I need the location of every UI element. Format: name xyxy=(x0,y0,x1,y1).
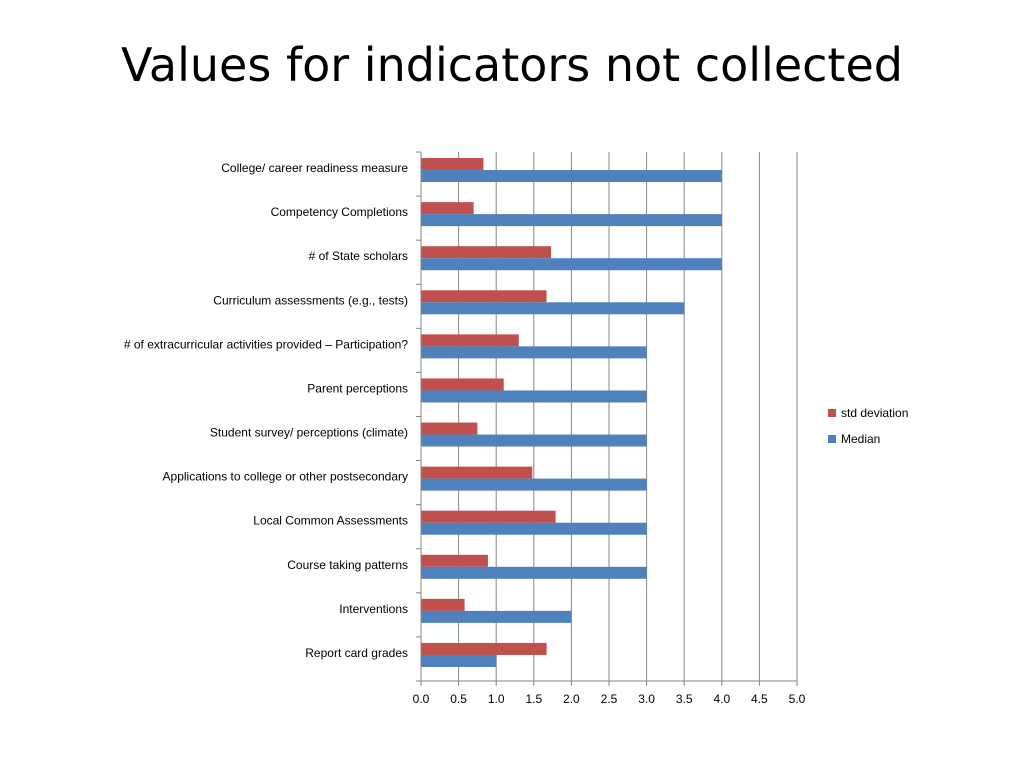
category-label: # of extracurricular activities provided… xyxy=(124,337,408,351)
x-tick-label: 1.5 xyxy=(525,692,542,706)
std-deviation-bar xyxy=(421,422,478,435)
std-deviation-bar xyxy=(421,158,484,171)
std-deviation-bar xyxy=(421,246,552,259)
grid-lines xyxy=(458,152,798,681)
legend-label: Median xyxy=(841,432,880,446)
x-tick-label: 4.5 xyxy=(751,692,768,706)
x-tick-labels: 0.0 0.5 1.0 1.5 2.0 2.5 3.0 3.5 4.0 4.5 5.0 xyxy=(413,692,806,706)
category-label: Applications to college or other postsec… xyxy=(163,470,408,484)
axes xyxy=(416,151,798,686)
category-label: Interventions xyxy=(339,602,408,616)
median-bar xyxy=(421,214,722,227)
category-labels: College/ career readiness measure Compete… xyxy=(124,161,408,660)
x-tick-label: 4.0 xyxy=(713,692,730,706)
median-bar xyxy=(421,434,647,447)
median-bar xyxy=(421,170,722,183)
category-label: Competency Completions xyxy=(271,205,408,219)
std-deviation-bar xyxy=(421,202,474,215)
category-label: Curriculum assessments (e.g., tests) xyxy=(213,293,408,307)
x-tick-label: 1.0 xyxy=(488,692,505,706)
x-tick-label: 2.0 xyxy=(563,692,580,706)
median-bar xyxy=(421,258,722,271)
median-bar xyxy=(421,390,647,403)
median-bar xyxy=(421,302,685,315)
category-label: College/ career readiness measure xyxy=(221,161,408,175)
legend-label: std deviation xyxy=(841,406,908,420)
category-label: Report card grades xyxy=(305,646,408,660)
std-deviation-bar xyxy=(421,554,488,567)
median-bar xyxy=(421,654,497,667)
x-tick-label: 0.5 xyxy=(450,692,467,706)
bars xyxy=(421,158,722,667)
median-bar xyxy=(421,478,647,491)
category-label: Parent perceptions xyxy=(307,381,408,395)
category-label: Course taking patterns xyxy=(287,558,408,572)
legend-swatch xyxy=(828,409,836,417)
x-tick-label: 3.5 xyxy=(676,692,693,706)
category-label: # of State scholars xyxy=(309,249,408,263)
median-bar xyxy=(421,610,572,623)
std-deviation-bar xyxy=(421,290,547,303)
x-tick-label: 5.0 xyxy=(789,692,806,706)
legend-swatch xyxy=(828,435,836,443)
category-label: Student survey/ perceptions (climate) xyxy=(210,426,408,440)
slide-title: Values for indicators not collected xyxy=(121,38,903,92)
x-tick-label: 2.5 xyxy=(601,692,618,706)
std-deviation-bar xyxy=(421,334,519,347)
std-deviation-bar xyxy=(421,466,533,479)
category-label: Local Common Assessments xyxy=(253,514,408,528)
legend: std deviation Median xyxy=(828,406,908,446)
median-bar xyxy=(421,346,647,359)
median-bar xyxy=(421,522,647,535)
std-deviation-bar xyxy=(421,598,465,611)
x-tick-label: 3.0 xyxy=(638,692,655,706)
std-deviation-bar xyxy=(421,510,556,523)
std-deviation-bar xyxy=(421,642,547,655)
median-bar xyxy=(421,566,647,579)
std-deviation-bar xyxy=(421,378,504,391)
x-tick-label: 0.0 xyxy=(413,692,430,706)
